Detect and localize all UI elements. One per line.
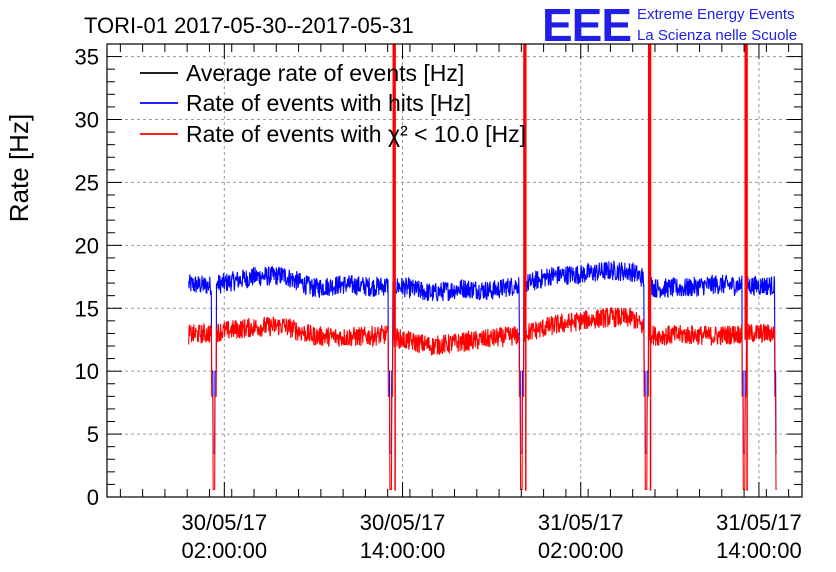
y-tick-label: 25 bbox=[75, 170, 99, 195]
y-tick-label: 15 bbox=[75, 296, 99, 321]
y-tick-label: 35 bbox=[75, 45, 99, 70]
x-tick-label-date: 31/05/17 bbox=[716, 510, 802, 535]
chart-title: TORI-01 2017-05-30--2017-05-31 bbox=[84, 13, 414, 38]
y-tick-label: 5 bbox=[87, 422, 99, 447]
x-tick-label-time: 14:00:00 bbox=[716, 538, 802, 563]
series-line-chi2 bbox=[188, 306, 777, 490]
y-axis-ticks: 0 5 10 15 20 25 30 35 bbox=[75, 43, 802, 510]
logo-mark: EEE bbox=[542, 0, 631, 51]
x-tick-label-date: 30/05/17 bbox=[181, 510, 267, 535]
logo-line-2: La Scienza nelle Scuole bbox=[637, 27, 797, 44]
legend: Average rate of events [Hz] Rate of event… bbox=[140, 60, 526, 147]
logo-line-1: Extreme Energy Events bbox=[637, 6, 795, 23]
y-axis-label: Rate [Hz] bbox=[4, 114, 34, 222]
y-tick-label: 10 bbox=[75, 359, 99, 384]
x-tick-label-time: 02:00:00 bbox=[538, 538, 624, 563]
x-tick-label-date: 31/05/17 bbox=[538, 510, 624, 535]
x-tick-label-date: 30/05/17 bbox=[360, 510, 446, 535]
legend-entry-label: Rate of events with hits [Hz] bbox=[186, 90, 471, 116]
x-tick-label-time: 02:00:00 bbox=[181, 538, 267, 563]
plot-series bbox=[188, 44, 777, 491]
y-tick-label: 20 bbox=[75, 233, 99, 258]
x-axis-ticks: 30/05/17 02:00:00 30/05/17 14:00:00 31/05/17… bbox=[119, 44, 802, 563]
legend-entry-label: Rate of events with χ² < 10.0 [Hz] bbox=[186, 121, 526, 147]
x-tick-label-time: 14:00:00 bbox=[360, 538, 446, 563]
grid bbox=[107, 44, 802, 497]
legend-entry-label: Average rate of events [Hz] bbox=[186, 60, 464, 86]
y-tick-label: 30 bbox=[75, 108, 99, 133]
y-tick-label: 0 bbox=[87, 485, 99, 510]
eee-logo: EEE Extreme Energy Events La Scienza nel… bbox=[542, 0, 797, 51]
series-line-hits bbox=[188, 260, 777, 454]
